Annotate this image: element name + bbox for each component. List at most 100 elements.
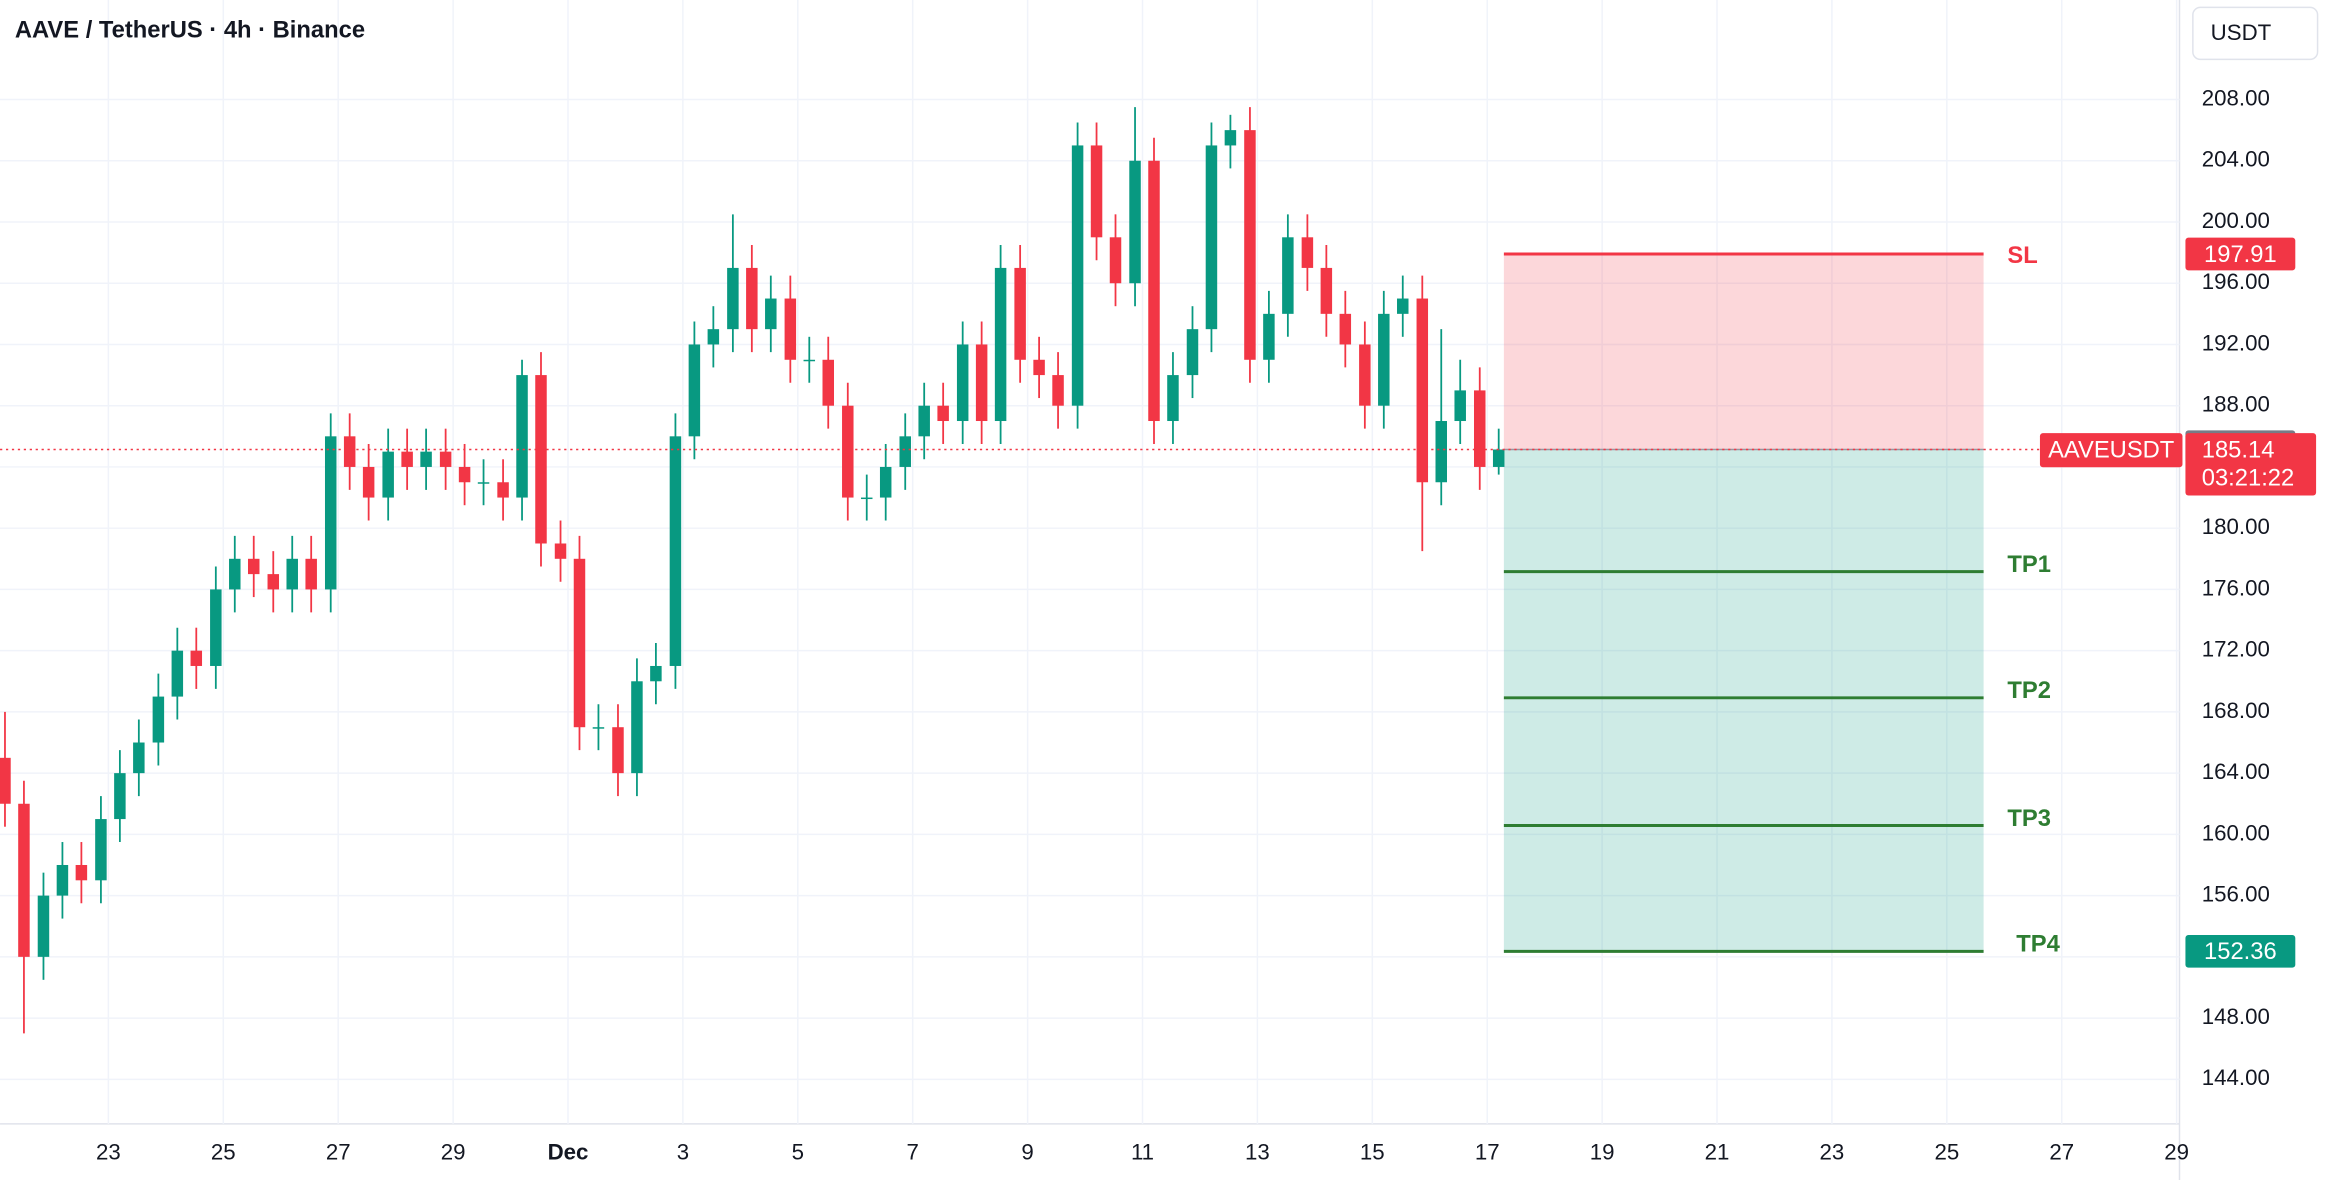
candle-body [18, 803, 30, 957]
candle-body [420, 451, 432, 467]
candle-body [1052, 375, 1064, 406]
target-name: TP2 [2007, 677, 2051, 704]
symbol-label: AAVEUSDT [2048, 436, 2174, 463]
x-tick-label: 11 [1131, 1139, 1154, 1164]
candle-body [765, 298, 777, 330]
stop-zone [1503, 253, 1984, 450]
candle-body [592, 727, 605, 729]
candle-body [267, 574, 280, 590]
candle-body [899, 436, 911, 467]
candle-body [401, 451, 413, 467]
candle-body [918, 405, 930, 437]
y-tick-label: 188.00 [2202, 392, 2270, 417]
y-tick-label: 172.00 [2202, 637, 2270, 662]
target-name: TP1 [2007, 551, 2051, 578]
candle-body [860, 497, 873, 500]
candle-body [746, 267, 758, 330]
candle-body [937, 405, 949, 422]
y-tick-label: 200.00 [2202, 208, 2270, 233]
candle-body [1339, 313, 1352, 345]
candle-body [1416, 298, 1429, 483]
candle-body [1244, 130, 1256, 360]
candle-body [1378, 313, 1390, 406]
x-tick-label: 25 [1934, 1139, 1959, 1164]
candle-body [286, 558, 298, 590]
stop-name: SL [2007, 242, 2037, 269]
y-tick-label: 176.00 [2202, 575, 2270, 600]
candle-body [1014, 267, 1026, 360]
candle-body [1263, 313, 1275, 360]
last-price-label: 185.14 [2202, 436, 2275, 463]
stop-price-label: 197.91 [2204, 241, 2277, 268]
y-tick-label: 180.00 [2202, 514, 2270, 539]
target-price-box [2185, 935, 2296, 968]
candle-body [822, 359, 834, 406]
target-name: TP3 [2007, 805, 2051, 832]
candle-body [458, 466, 471, 483]
grid: 144.00148.00152.00156.00160.00164.00168.… [0, 0, 2270, 1180]
candle-body [631, 681, 643, 774]
overlay: SLTP1TP2TP3TP4197.91185.32152.36185.1403… [0, 237, 2317, 968]
currency-button[interactable] [2192, 6, 2319, 61]
countdown-label: 03:21:22 [2202, 464, 2294, 491]
candle-body [0, 757, 11, 804]
candle-body [650, 665, 662, 682]
candle-body [1090, 145, 1103, 238]
candle-body [477, 482, 490, 484]
candle-body [1397, 298, 1409, 314]
candle-body [1359, 344, 1371, 406]
stop-price-box [2185, 237, 2296, 271]
x-tick-label: 29 [441, 1139, 466, 1164]
currency-label[interactable]: USDT [2211, 20, 2272, 45]
y-tick-label: 160.00 [2202, 820, 2270, 845]
x-tick-label: 13 [1245, 1139, 1270, 1164]
x-tick-label: 3 [677, 1139, 689, 1164]
x-tick-label: 25 [211, 1139, 236, 1164]
x-tick-label: 5 [792, 1139, 804, 1164]
candle-body [362, 466, 375, 498]
candle-body [535, 375, 547, 544]
y-tick-label: 144.00 [2202, 1065, 2270, 1090]
candle-body [1071, 145, 1084, 406]
candle-body [1205, 145, 1218, 330]
x-tick-label: 7 [907, 1139, 919, 1164]
target-zone [1503, 449, 1984, 952]
candle-body [1282, 237, 1294, 314]
candle-body [229, 558, 241, 590]
candle-body [784, 298, 797, 360]
candle-body [727, 267, 739, 330]
x-tick-label: 15 [1360, 1139, 1385, 1164]
candle-body [56, 864, 69, 896]
candle-body [1109, 237, 1122, 284]
y-tick-label: 148.00 [2202, 1004, 2270, 1029]
y-tick-label: 208.00 [2202, 85, 2270, 110]
x-tick-label: 29 [2164, 1139, 2189, 1164]
candle-body [803, 359, 816, 362]
candle-body [1129, 160, 1141, 284]
candle-body [382, 451, 394, 498]
candle-body [1435, 421, 1447, 483]
x-tick-label: 17 [1475, 1139, 1500, 1164]
y-tick-label: 168.00 [2202, 698, 2270, 723]
candle-body [612, 727, 624, 774]
target-name: TP4 [2016, 931, 2060, 958]
candle-body [343, 436, 356, 467]
target-price-label: 152.36 [2204, 938, 2277, 965]
candle-body [516, 375, 528, 498]
x-tick-label: Dec [548, 1139, 589, 1164]
x-tick-label: 23 [1820, 1139, 1845, 1164]
candle-body [114, 773, 126, 820]
candle-body [879, 466, 892, 498]
candle-body [707, 329, 720, 345]
candle-body [1320, 267, 1333, 314]
x-tick-label: 27 [326, 1139, 351, 1164]
y-tick-label: 156.00 [2202, 881, 2270, 906]
y-tick-label: 192.00 [2202, 330, 2270, 355]
plot [0, 107, 1505, 1034]
candle-body [975, 344, 988, 422]
candle-body [247, 558, 260, 575]
candle-body [1186, 329, 1199, 376]
candle-body [95, 819, 107, 881]
candle-body [497, 482, 509, 498]
